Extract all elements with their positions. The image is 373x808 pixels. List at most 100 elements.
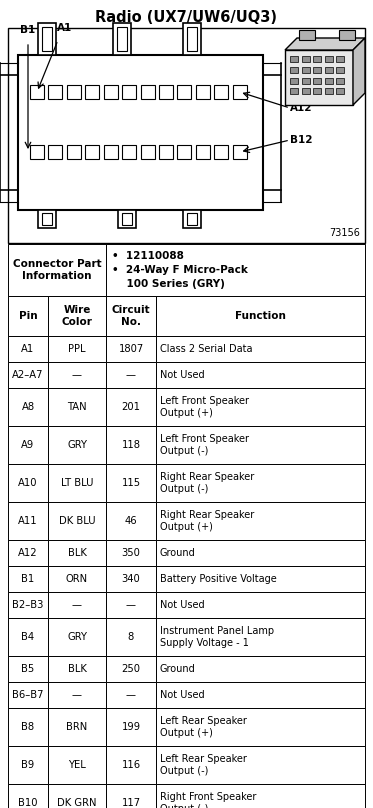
Bar [290, 67, 298, 73]
Bar [156, 464, 365, 502]
Text: —: — [126, 370, 136, 380]
Text: Function: Function [235, 311, 286, 321]
Bar [106, 426, 156, 464]
Bar [8, 296, 48, 336]
Bar [48, 708, 106, 746]
Text: Left Front Speaker
Output (+): Left Front Speaker Output (+) [160, 396, 249, 418]
Text: —: — [72, 690, 82, 700]
Bar [156, 336, 365, 362]
Text: Ground: Ground [160, 664, 196, 674]
Bar [8, 592, 48, 618]
Bar [106, 362, 156, 388]
Bar [302, 56, 310, 62]
Bar [336, 88, 344, 95]
Text: Instrument Panel Lamp
Supply Voltage - 1: Instrument Panel Lamp Supply Voltage - 1 [160, 626, 274, 648]
Bar [187, 213, 197, 225]
Text: —: — [72, 600, 82, 610]
Text: 199: 199 [122, 722, 141, 732]
Text: 46: 46 [125, 516, 137, 526]
Text: Battery Positive Voltage: Battery Positive Voltage [160, 574, 277, 584]
Text: 340: 340 [122, 574, 140, 584]
Bar [67, 85, 81, 99]
Bar [177, 145, 191, 159]
Bar [106, 502, 156, 540]
Bar [48, 388, 106, 426]
Bar [141, 85, 154, 99]
Bar [336, 56, 344, 62]
Bar [8, 784, 48, 808]
Bar [8, 708, 48, 746]
Bar [156, 426, 365, 464]
Text: Connector Part
Information: Connector Part Information [13, 259, 101, 281]
Bar [302, 67, 310, 73]
Bar [106, 336, 156, 362]
Bar [187, 27, 197, 51]
Bar [48, 566, 106, 592]
Text: PPL: PPL [68, 344, 86, 354]
Bar [290, 56, 298, 62]
Bar [156, 708, 365, 746]
Text: A8: A8 [21, 402, 35, 412]
Bar [48, 464, 106, 502]
Bar [336, 67, 344, 73]
Bar [48, 426, 106, 464]
Bar [48, 362, 106, 388]
Bar [290, 78, 298, 83]
Bar [122, 145, 136, 159]
Text: 1807: 1807 [118, 344, 144, 354]
Bar [48, 145, 62, 159]
Bar [156, 502, 365, 540]
Bar [106, 618, 156, 656]
Bar [159, 85, 173, 99]
Text: —: — [126, 600, 136, 610]
Text: B8: B8 [21, 722, 35, 732]
Bar [8, 656, 48, 682]
Bar [8, 28, 365, 243]
Text: Not Used: Not Used [160, 370, 205, 380]
Bar [183, 23, 201, 55]
Bar [196, 85, 210, 99]
Bar [30, 85, 44, 99]
Bar [156, 784, 365, 808]
Text: B4: B4 [21, 632, 35, 642]
Bar [156, 618, 365, 656]
Bar [8, 388, 48, 426]
Bar [106, 566, 156, 592]
Text: DK BLU: DK BLU [59, 516, 95, 526]
Text: Wire
Color: Wire Color [62, 305, 93, 327]
Bar [325, 56, 333, 62]
Bar [156, 540, 365, 566]
Bar [122, 213, 132, 225]
Text: 117: 117 [122, 798, 141, 808]
Bar [106, 244, 365, 296]
Bar [48, 746, 106, 784]
Text: B10: B10 [18, 798, 38, 808]
Bar [48, 592, 106, 618]
Text: A9: A9 [21, 440, 35, 450]
Text: 250: 250 [122, 664, 141, 674]
Bar [156, 592, 365, 618]
Text: —: — [72, 370, 82, 380]
Bar [122, 85, 136, 99]
Bar [339, 30, 355, 40]
Bar [313, 56, 321, 62]
Bar [8, 336, 48, 362]
Bar [302, 78, 310, 83]
Text: 116: 116 [122, 760, 141, 770]
Text: Right Rear Speaker
Output (-): Right Rear Speaker Output (-) [160, 472, 254, 494]
Bar [118, 210, 136, 228]
Text: B6–B7: B6–B7 [12, 690, 44, 700]
Bar [156, 746, 365, 784]
Text: •  12110088
•  24-Way F Micro-Pack
    100 Series (GRY): • 12110088 • 24-Way F Micro-Pack 100 Ser… [112, 251, 248, 288]
Text: 73156: 73156 [329, 228, 360, 238]
Bar [156, 388, 365, 426]
Bar [325, 88, 333, 95]
Text: B2–B3: B2–B3 [12, 600, 44, 610]
Bar [302, 88, 310, 95]
Text: BLK: BLK [68, 664, 87, 674]
Bar [42, 27, 52, 51]
Bar [8, 540, 48, 566]
Bar [85, 145, 99, 159]
Bar [196, 145, 210, 159]
Bar [8, 746, 48, 784]
